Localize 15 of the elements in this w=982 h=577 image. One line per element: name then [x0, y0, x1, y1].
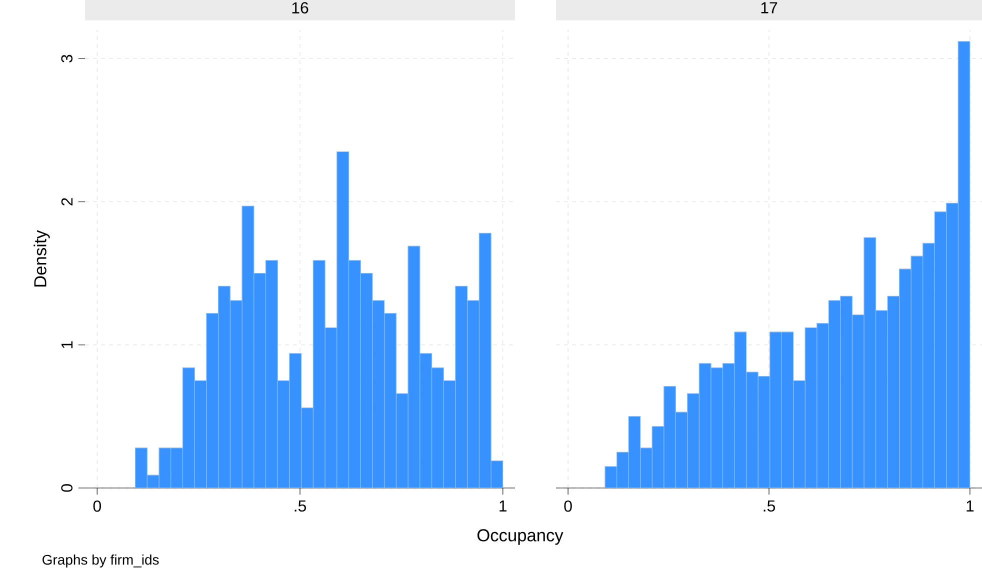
y-tick-label: 3: [61, 54, 73, 62]
y-axis-title: Density: [34, 230, 50, 286]
x-tick-label: 1: [500, 500, 506, 512]
x-tick-label: 0: [564, 500, 572, 512]
x-tick-label: 1: [966, 500, 974, 512]
x-tick-label: 0: [93, 500, 102, 512]
y-tick-label: 0: [61, 484, 73, 492]
x-axis-title: Occupancy: [477, 529, 564, 545]
x-tick-label: .5: [764, 500, 775, 512]
y-tick-label: 1: [62, 341, 73, 348]
chart-title: 17: [761, 2, 778, 14]
y-tick-label: 2: [61, 198, 73, 206]
text: Graphs by firm_ids: [42, 554, 159, 568]
x-tick-label: .5: [294, 500, 306, 512]
chart-title: 16: [292, 2, 308, 14]
